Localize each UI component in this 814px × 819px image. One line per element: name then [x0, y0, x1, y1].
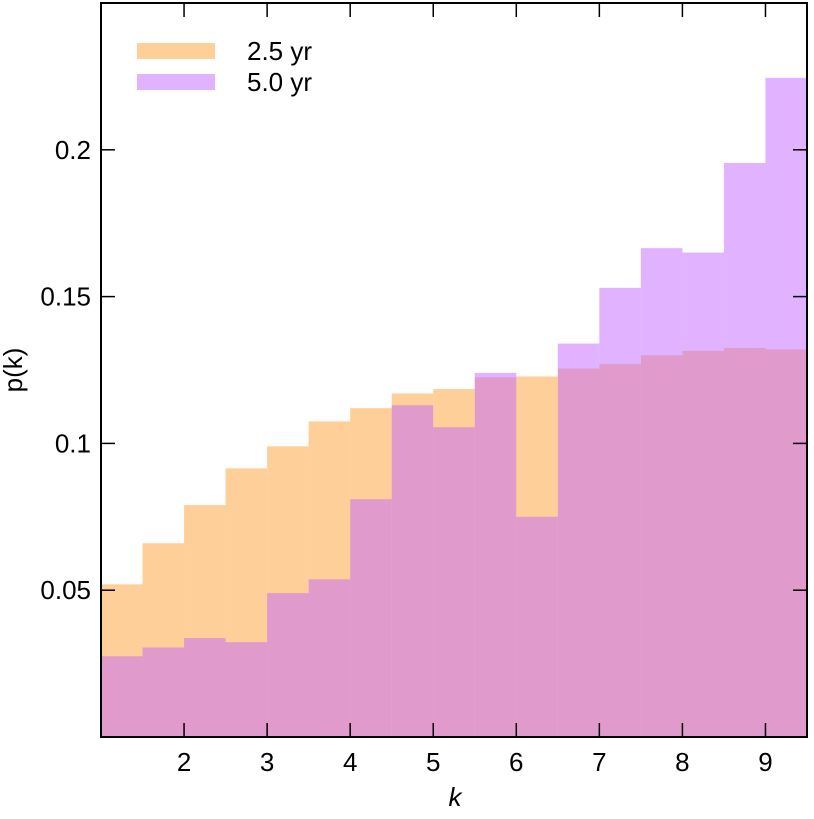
- y-tick-label: 0.2: [55, 135, 91, 165]
- bar: [557, 343, 600, 737]
- legend-label: 5.0 yr: [247, 67, 312, 97]
- x-tick-label: 8: [675, 747, 689, 777]
- bar: [350, 499, 392, 737]
- bar: [682, 252, 724, 737]
- bar: [267, 593, 309, 737]
- x-tick-label: 5: [426, 747, 440, 777]
- bar: [723, 163, 766, 738]
- y-axis-label: p(k): [0, 348, 28, 393]
- bar: [433, 427, 475, 737]
- bar: [474, 372, 517, 737]
- x-tick-label: 2: [177, 747, 191, 777]
- y-tick-label: 0.05: [40, 575, 91, 605]
- x-tick-label: 3: [260, 747, 274, 777]
- x-tick-label: 4: [343, 747, 357, 777]
- bar: [101, 656, 143, 737]
- bar: [516, 516, 558, 737]
- bar: [225, 642, 268, 737]
- legend-swatch: [137, 43, 215, 59]
- bar: [391, 405, 434, 737]
- y-tick-label: 0.1: [55, 428, 91, 458]
- bar: [184, 638, 226, 737]
- bar: [640, 248, 683, 737]
- x-tick-label: 7: [592, 747, 606, 777]
- x-tick-label: 9: [758, 747, 772, 777]
- bar: [142, 647, 185, 737]
- x-tick-label: 6: [509, 747, 523, 777]
- x-axis-label: k: [449, 782, 464, 812]
- legend-label: 2.5 yr: [247, 36, 312, 66]
- bar: [599, 287, 641, 737]
- y-tick-label: 0.15: [40, 282, 91, 312]
- bar: [308, 579, 351, 737]
- legend-swatch: [137, 74, 215, 90]
- bar: [765, 77, 807, 738]
- plot-frame: [100, 2, 808, 738]
